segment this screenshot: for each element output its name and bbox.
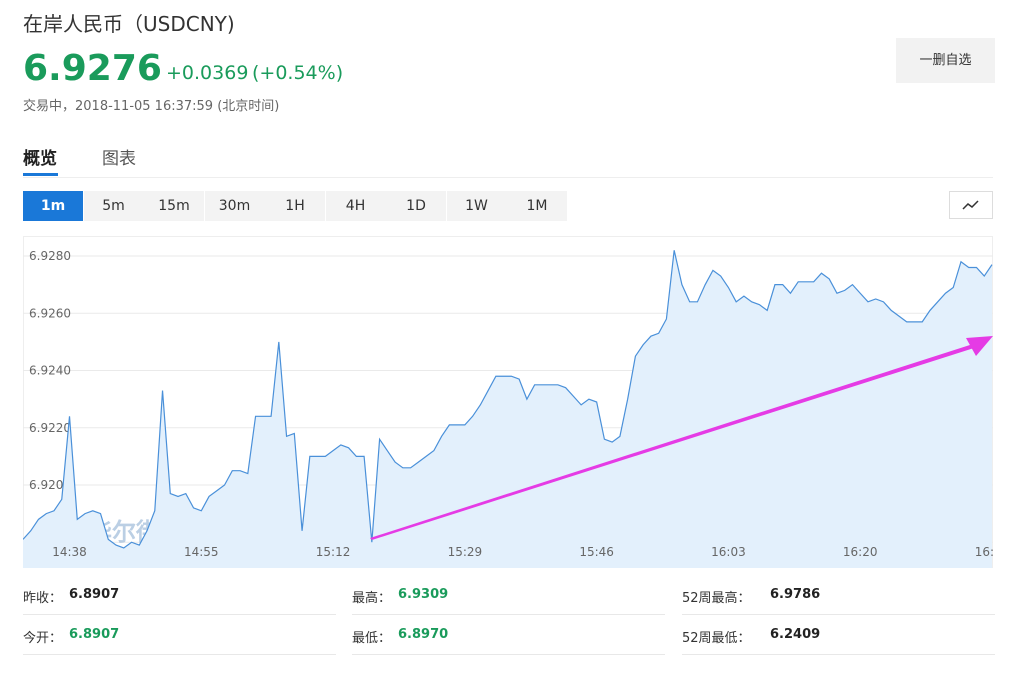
chart: 6.91806.92006.92206.92406.92606.9280华尔街见… <box>23 236 993 568</box>
status: 交易中，2018-11-05 16:37:59 (北京时间) <box>23 99 280 114</box>
x-tick-label: 15:46 <box>579 545 614 559</box>
chart-type-button[interactable] <box>949 191 993 219</box>
stat-value: 6.2409 <box>770 627 821 642</box>
x-tick-label: 16:37 <box>975 545 993 559</box>
annotation-arrow <box>370 336 993 540</box>
arrow-head <box>966 336 993 356</box>
watch-button[interactable]: 一删自选 <box>896 38 995 83</box>
tab[interactable]: 概览 <box>23 149 57 169</box>
x-tick-label: 16:03 <box>711 545 746 559</box>
stat-value: 6.8907 <box>69 627 120 642</box>
x-tick-label: 16:20 <box>843 545 878 559</box>
period-button[interactable]: 4H <box>325 191 386 221</box>
x-tick-label: 14:55 <box>184 545 219 559</box>
y-tick-label: 6.9200 <box>29 478 71 492</box>
period-button[interactable]: 1m <box>23 191 83 221</box>
line <box>23 250 993 549</box>
period-button[interactable]: 30m <box>204 191 265 221</box>
row-divider <box>23 614 336 615</box>
row-divider <box>352 614 665 615</box>
row-divider <box>23 654 336 655</box>
y-tick-label: 6.9280 <box>29 249 71 263</box>
arrow-body <box>370 344 974 540</box>
period-button[interactable]: 1H <box>265 191 325 221</box>
stat-label: 最低： <box>352 631 392 646</box>
stat-label: 52周最低： <box>682 631 751 646</box>
row-divider <box>682 614 995 615</box>
y-tick-label: 6.9220 <box>29 421 71 435</box>
change: +0.0369 <box>166 62 249 84</box>
period-button[interactable]: 15m <box>144 191 204 221</box>
period-button[interactable]: 5m <box>83 191 144 221</box>
x-tick-label: 14:38 <box>52 545 87 559</box>
row-divider <box>352 654 665 655</box>
row-divider <box>682 654 995 655</box>
x-tick-label: 15:29 <box>448 545 483 559</box>
price: 6.9276 <box>23 48 162 89</box>
tab-underline <box>23 173 58 176</box>
period-button[interactable]: 1W <box>446 191 507 221</box>
stat-value: 6.9786 <box>770 587 821 602</box>
stat-value: 6.8970 <box>398 627 449 642</box>
tab-divider <box>23 177 993 178</box>
stat-label: 昨收： <box>23 591 63 606</box>
stat-value: 6.9309 <box>398 587 449 602</box>
icon <box>962 200 979 210</box>
area <box>23 250 992 568</box>
title: 在岸人民币（USDCNY) <box>23 12 235 36</box>
stat-value: 6.8907 <box>69 587 120 602</box>
stat-label: 52周最高： <box>682 591 751 606</box>
period-button[interactable]: 1D <box>386 191 446 221</box>
tab[interactable]: 图表 <box>102 149 136 169</box>
change-pct: (+0.54%) <box>252 62 344 84</box>
y-tick-label: 6.9240 <box>29 364 71 378</box>
stat-label: 最高： <box>352 591 392 606</box>
y-tick-label: 6.9260 <box>29 306 71 320</box>
stat-label: 今开： <box>23 631 63 646</box>
period-button[interactable]: 1M <box>507 191 567 221</box>
x-tick-label: 15:12 <box>316 545 351 559</box>
